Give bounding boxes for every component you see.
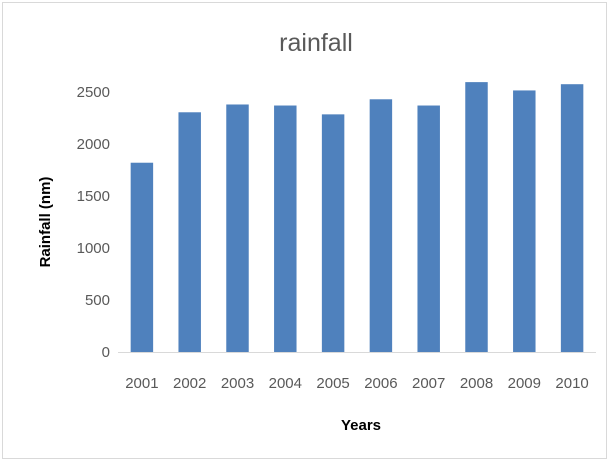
y-tick-label: 2000 xyxy=(77,136,110,153)
y-tick-label: 1500 xyxy=(77,188,110,205)
x-tick-label: 2010 xyxy=(555,375,588,392)
y-tick-label: 0 xyxy=(102,344,110,361)
bar-2009 xyxy=(513,90,536,352)
y-axis-title: Rainfall (nm) xyxy=(37,177,54,268)
x-tick-label: 2001 xyxy=(125,375,158,392)
x-tick-label: 2004 xyxy=(269,375,302,392)
x-tick-label: 2006 xyxy=(364,375,397,392)
x-axis-ticks: 2001 2002 2003 2004 2005 2006 2007 2008 2009 2010 xyxy=(125,375,589,392)
y-tick-label: 1000 xyxy=(77,240,110,257)
x-tick-label: 2008 xyxy=(460,375,493,392)
x-tick-label: 2002 xyxy=(173,375,206,392)
bar-2006 xyxy=(369,99,393,352)
bar-2005 xyxy=(321,114,345,352)
chart-frame xyxy=(2,2,607,459)
chart-title: rainfall xyxy=(279,29,353,57)
bars xyxy=(130,82,584,353)
x-tick-label: 2005 xyxy=(316,375,349,392)
bar-2010 xyxy=(560,84,584,352)
y-tick-label: 2500 xyxy=(77,84,110,101)
bar-2007 xyxy=(417,105,440,353)
y-tick-label: 500 xyxy=(85,292,110,309)
bar-2008 xyxy=(465,82,488,353)
bar-2003 xyxy=(226,104,249,352)
x-axis-title: Years xyxy=(341,417,381,434)
bar-2002 xyxy=(178,112,201,352)
x-tick-label: 2003 xyxy=(221,375,254,392)
x-tick-label: 2007 xyxy=(412,375,445,392)
bar-2001 xyxy=(130,162,154,352)
y-axis-ticks: 0 500 1000 1500 2000 2500 xyxy=(77,84,110,361)
bar-2004 xyxy=(274,105,297,353)
x-tick-label: 2009 xyxy=(508,375,541,392)
